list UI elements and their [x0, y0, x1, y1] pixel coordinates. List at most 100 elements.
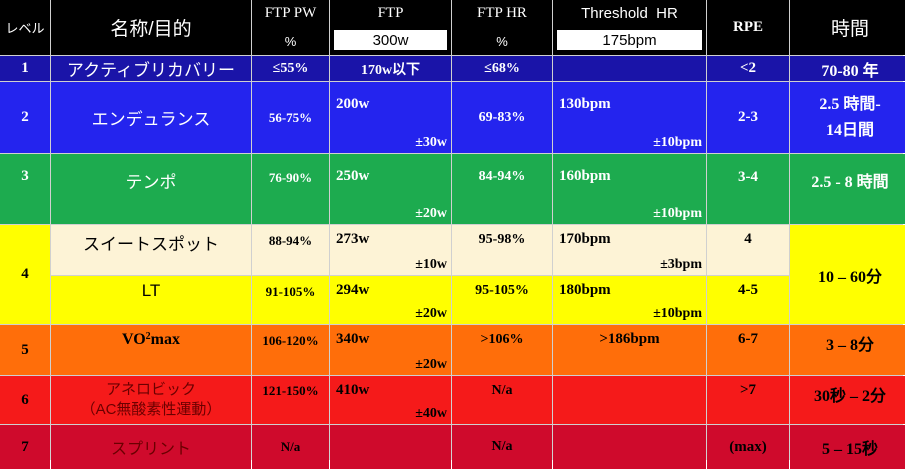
hr-4a-value: 170bpm: [559, 231, 611, 247]
ftp-pw-5: 106-120%: [252, 325, 329, 375]
ftp-hr-7: N/a: [452, 425, 552, 469]
time-2-stack: 2.5 時間- 14日間: [819, 92, 880, 143]
header-ftp-pw: FTP PW %: [252, 0, 329, 55]
ftp-1: 170w以下: [330, 56, 451, 81]
ftp-pw-1: ≤55%: [252, 56, 329, 81]
threshold-hr-5: >186bpm: [553, 325, 706, 375]
level-7: 7: [0, 425, 50, 469]
ftp-pw-4b: 91-105%: [252, 276, 329, 324]
ftp-4b-tolerance: ±20w: [415, 306, 447, 321]
zone-name-7: スプリント: [51, 425, 251, 469]
time-7: 5 – 15秒: [790, 425, 905, 469]
zone-name-6-stack: アネロビック （AC無酸素性運動）: [81, 380, 222, 421]
hr-4b-value: 180bpm: [559, 282, 611, 298]
header-threshold-hr: Threshold HR 175bpm: [553, 0, 706, 55]
ftp-pw-3: 76-90%: [252, 154, 329, 224]
level-2: 2: [0, 82, 50, 153]
ftp-value-box: 300w: [334, 30, 447, 50]
level-4: 4: [0, 225, 50, 324]
ftp-2-value: 200w: [336, 96, 370, 112]
threshold-hr-4a: 170bpm ±3bpm: [553, 225, 706, 275]
ftp-4a-tolerance: ±10w: [415, 257, 447, 272]
ftp-4a: 273w ±10w: [330, 225, 451, 275]
time-1: 70-80 年: [790, 56, 905, 81]
threshold-hr-3: 160bpm ±10bpm: [553, 154, 706, 224]
ftp-6-value: 410w: [336, 382, 370, 398]
header-ftp-hr-unit: %: [496, 33, 508, 49]
rpe-6: >7: [707, 376, 789, 424]
hr-2-tolerance: ±10bpm: [653, 135, 702, 150]
threshold-hr-1: [553, 56, 706, 81]
zone-name-1: アクティブリカバリー: [51, 56, 251, 81]
ftp-3-value: 250w: [336, 168, 370, 184]
rpe-2: 2-3: [707, 82, 789, 153]
ftp-2-tolerance: ±30w: [415, 135, 447, 150]
ftp-pw-7: N/a: [252, 425, 329, 469]
zone-name-6: アネロビック （AC無酸素性運動）: [51, 376, 251, 424]
time-2-line1: 2.5 時間-: [819, 95, 881, 113]
vo2max-sub: 2: [145, 331, 151, 342]
threshold-hr-7: [553, 425, 706, 469]
threshold-hr-2: 130bpm ±10bpm: [553, 82, 706, 153]
zone-name-4a: スイートスポット: [51, 225, 251, 275]
ftp-pw-2: 56-75%: [252, 82, 329, 153]
rpe-4a: 4: [707, 225, 789, 275]
ftp-pw-4a: 88-94%: [252, 225, 329, 275]
header-time-text: 時間: [830, 19, 869, 40]
ftp-hr-4b: 95-105%: [452, 276, 552, 324]
header-name-text: 名称/目的: [110, 19, 192, 40]
zone-name-4b: LT: [51, 276, 251, 324]
zone-name-6-line1: アネロビック: [105, 380, 196, 398]
header-ftp-pw-unit: %: [284, 33, 297, 49]
level-6: 6: [0, 376, 50, 424]
header-ftp-hr-label: FTP HR: [477, 5, 527, 21]
vo2max-tail: max: [150, 331, 180, 348]
ftp-6-tolerance: ±40w: [415, 406, 447, 421]
ftp-5-tolerance: ±20w: [415, 357, 447, 372]
time-5: 3 – 8分: [790, 325, 905, 375]
header-ftp-hr: FTP HR %: [452, 0, 552, 55]
zone-name-6-line2: （AC無酸素性運動）: [80, 401, 222, 418]
header-ftp: FTP 300w: [330, 0, 451, 55]
header-rpe: RPE: [707, 0, 789, 55]
hr-2-value: 130bpm: [559, 96, 611, 112]
header-level-text: レベル: [5, 21, 45, 36]
level-3: 3: [0, 154, 50, 224]
ftp-hr-3: 84-94%: [452, 154, 552, 224]
ftp-4a-value: 273w: [336, 231, 370, 247]
time-4: 10 – 60分: [790, 225, 905, 324]
ftp-6: 410w ±40w: [330, 376, 451, 424]
header-name: 名称/目的: [51, 0, 251, 55]
hr-4a-tolerance: ±3bpm: [660, 257, 702, 272]
ftp-7: [330, 425, 451, 469]
time-2: 2.5 時間- 14日間: [790, 82, 905, 153]
level-5: 5: [0, 325, 50, 375]
ftp-hr-6: N/a: [452, 376, 552, 424]
hr-4b-tolerance: ±10bpm: [653, 306, 702, 321]
threshold-hr-6: [553, 376, 706, 424]
header-time: 時間: [790, 0, 905, 55]
rpe-7: (max): [707, 425, 789, 469]
zone-name-5: VO 2 max: [51, 325, 251, 375]
ftp-hr-5: >106%: [452, 325, 552, 375]
rpe-1: <2: [707, 56, 789, 81]
hr-3-value: 160bpm: [559, 168, 611, 184]
ftp-4b-value: 294w: [336, 282, 370, 298]
hr-3-tolerance: ±10bpm: [653, 206, 702, 221]
header-ftp-label: FTP: [377, 5, 404, 21]
ftp-3-tolerance: ±20w: [415, 206, 447, 221]
time-6: 30秒 – 2分: [790, 376, 905, 424]
time-3: 2.5 - 8 時間: [790, 154, 905, 224]
threshold-hr-4b: 180bpm ±10bpm: [553, 276, 706, 324]
ftp-4b: 294w ±20w: [330, 276, 451, 324]
header-level: レベル: [0, 0, 50, 55]
ftp-hr-4a: 95-98%: [452, 225, 552, 275]
header-rpe-text: RPE: [733, 19, 763, 35]
ftp-hr-1: ≤68%: [452, 56, 552, 81]
ftp-5: 340w ±20w: [330, 325, 451, 375]
ftp-pw-6: 121-150%: [252, 376, 329, 424]
level-1: 1: [0, 56, 50, 81]
rpe-4b: 4-5: [707, 276, 789, 324]
ftp-2: 200w ±30w: [330, 82, 451, 153]
